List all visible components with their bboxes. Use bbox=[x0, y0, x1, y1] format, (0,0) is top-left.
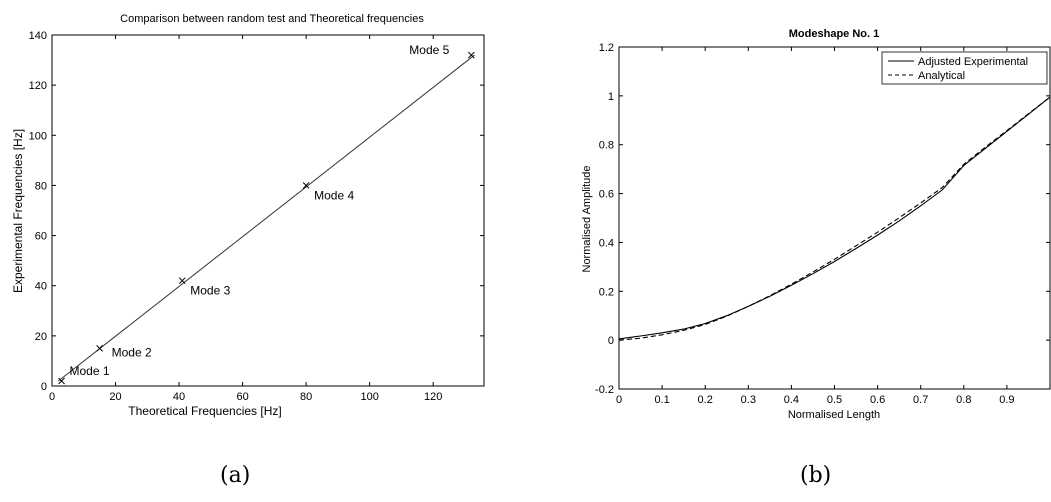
chart-a-y-tick-label: 40 bbox=[35, 281, 47, 293]
chart-a-point bbox=[467, 51, 475, 59]
chart-a-x-tick-label: 120 bbox=[424, 391, 442, 403]
chart-a-point-marker bbox=[178, 277, 186, 285]
chart-a-title: Comparison between random test and Theor… bbox=[120, 13, 424, 25]
chart-a-x-tick-label: 60 bbox=[236, 391, 248, 403]
chart-a-point-label: Mode 3 bbox=[190, 284, 230, 298]
chart-a-x-axis-label: Theoretical Frequencies [Hz] bbox=[128, 404, 281, 418]
chart-a-point-label: Mode 4 bbox=[314, 188, 354, 202]
chart-a-point-marker bbox=[58, 377, 65, 385]
panel-b-line-chart: Modeshape No. 1 Normalised Length Normal… bbox=[581, 28, 1051, 421]
chart-b-y-tick-label: 0 bbox=[608, 335, 614, 347]
chart-a-x-tick-label: 0 bbox=[49, 391, 55, 403]
chart-b-x-tick-label: 0 bbox=[616, 394, 622, 406]
chart-b-x-tick-label: 0.6 bbox=[870, 394, 885, 406]
chart-b-title: Modeshape No. 1 bbox=[789, 28, 879, 40]
chart-a-y-tick-label: 0 bbox=[41, 381, 47, 393]
chart-b-y-tick-label: 0.8 bbox=[599, 140, 614, 152]
chart-a-y-tick-label: 60 bbox=[35, 231, 47, 243]
chart-b-plot-frame bbox=[618, 46, 1051, 390]
chart-a-point bbox=[302, 182, 310, 189]
chart-a-plot-frame bbox=[51, 34, 485, 387]
chart-a-y-tick-label: 80 bbox=[35, 180, 47, 192]
chart-a-x-tick-label: 80 bbox=[300, 391, 312, 403]
chart-a-point-label: Mode 1 bbox=[70, 364, 110, 378]
chart-a-point-label: Mode 5 bbox=[409, 43, 449, 57]
chart-b-x-tick-label: 0.7 bbox=[913, 394, 928, 406]
chart-b-x-tick-label: 0.5 bbox=[827, 394, 842, 406]
legend-label-analytical: Analytical bbox=[918, 70, 965, 82]
chart-a-point-marker bbox=[96, 345, 104, 352]
chart-b-x-tick-label: 0.8 bbox=[956, 394, 971, 406]
chart-b-y-tick-label: 0.6 bbox=[599, 189, 614, 201]
chart-a-x-tick-label: 20 bbox=[109, 391, 121, 403]
chart-b-series-analytical bbox=[618, 96, 1051, 341]
chart-b-y-tick-label: 1.2 bbox=[599, 42, 614, 54]
chart-b-x-tick-label: 0.1 bbox=[654, 394, 669, 406]
chart-b-x-tick-label: 0.2 bbox=[698, 394, 713, 406]
chart-a-fit-line bbox=[58, 54, 475, 382]
panel-a-caption: (a) bbox=[220, 463, 251, 488]
chart-b-x-axis-label: Normalised Length bbox=[788, 409, 880, 421]
chart-b-y-axis-label: Normalised Amplitude bbox=[581, 166, 593, 273]
panel-b-caption: (b) bbox=[800, 463, 832, 488]
chart-b-x-tick-label: 0.3 bbox=[741, 394, 756, 406]
chart-a-y-tick-label: 100 bbox=[29, 130, 47, 142]
chart-b-y-tick-label: -0.2 bbox=[595, 384, 614, 396]
chart-a-point bbox=[58, 377, 65, 385]
chart-b-legend-box bbox=[881, 51, 1048, 85]
chart-a-point-label: Mode 2 bbox=[112, 345, 152, 359]
chart-a-y-tick-label: 120 bbox=[29, 80, 47, 92]
chart-a-x-tick-label: 40 bbox=[173, 391, 185, 403]
chart-b-x-tick-label: 0.9 bbox=[999, 394, 1014, 406]
chart-b-series-adjusted-experimental bbox=[618, 96, 1051, 340]
chart-a-point-marker bbox=[302, 182, 310, 189]
chart-b-y-tick-label: 0.2 bbox=[599, 286, 614, 298]
chart-b-y-tick-label: 1 bbox=[608, 91, 614, 103]
chart-a-x-tick-label: 100 bbox=[360, 391, 378, 403]
panel-a-scatter-chart: Comparison between random test and Theor… bbox=[11, 13, 485, 418]
chart-a-point bbox=[178, 277, 186, 285]
chart-a-point bbox=[96, 345, 104, 352]
chart-b-x-tick-label: 0.4 bbox=[784, 394, 799, 406]
chart-a-y-tick-label: 140 bbox=[29, 30, 47, 42]
legend-label-adjusted-experimental: Adjusted Experimental bbox=[918, 56, 1028, 68]
chart-b-legend: Adjusted Experimental Analytical bbox=[881, 51, 1048, 85]
chart-a-y-axis-label: Experimental Frequencies [Hz] bbox=[11, 129, 25, 293]
chart-b-y-tick-label: 0.4 bbox=[599, 237, 614, 249]
chart-a-point-marker bbox=[467, 51, 475, 59]
chart-a-y-tick-label: 20 bbox=[35, 331, 47, 343]
